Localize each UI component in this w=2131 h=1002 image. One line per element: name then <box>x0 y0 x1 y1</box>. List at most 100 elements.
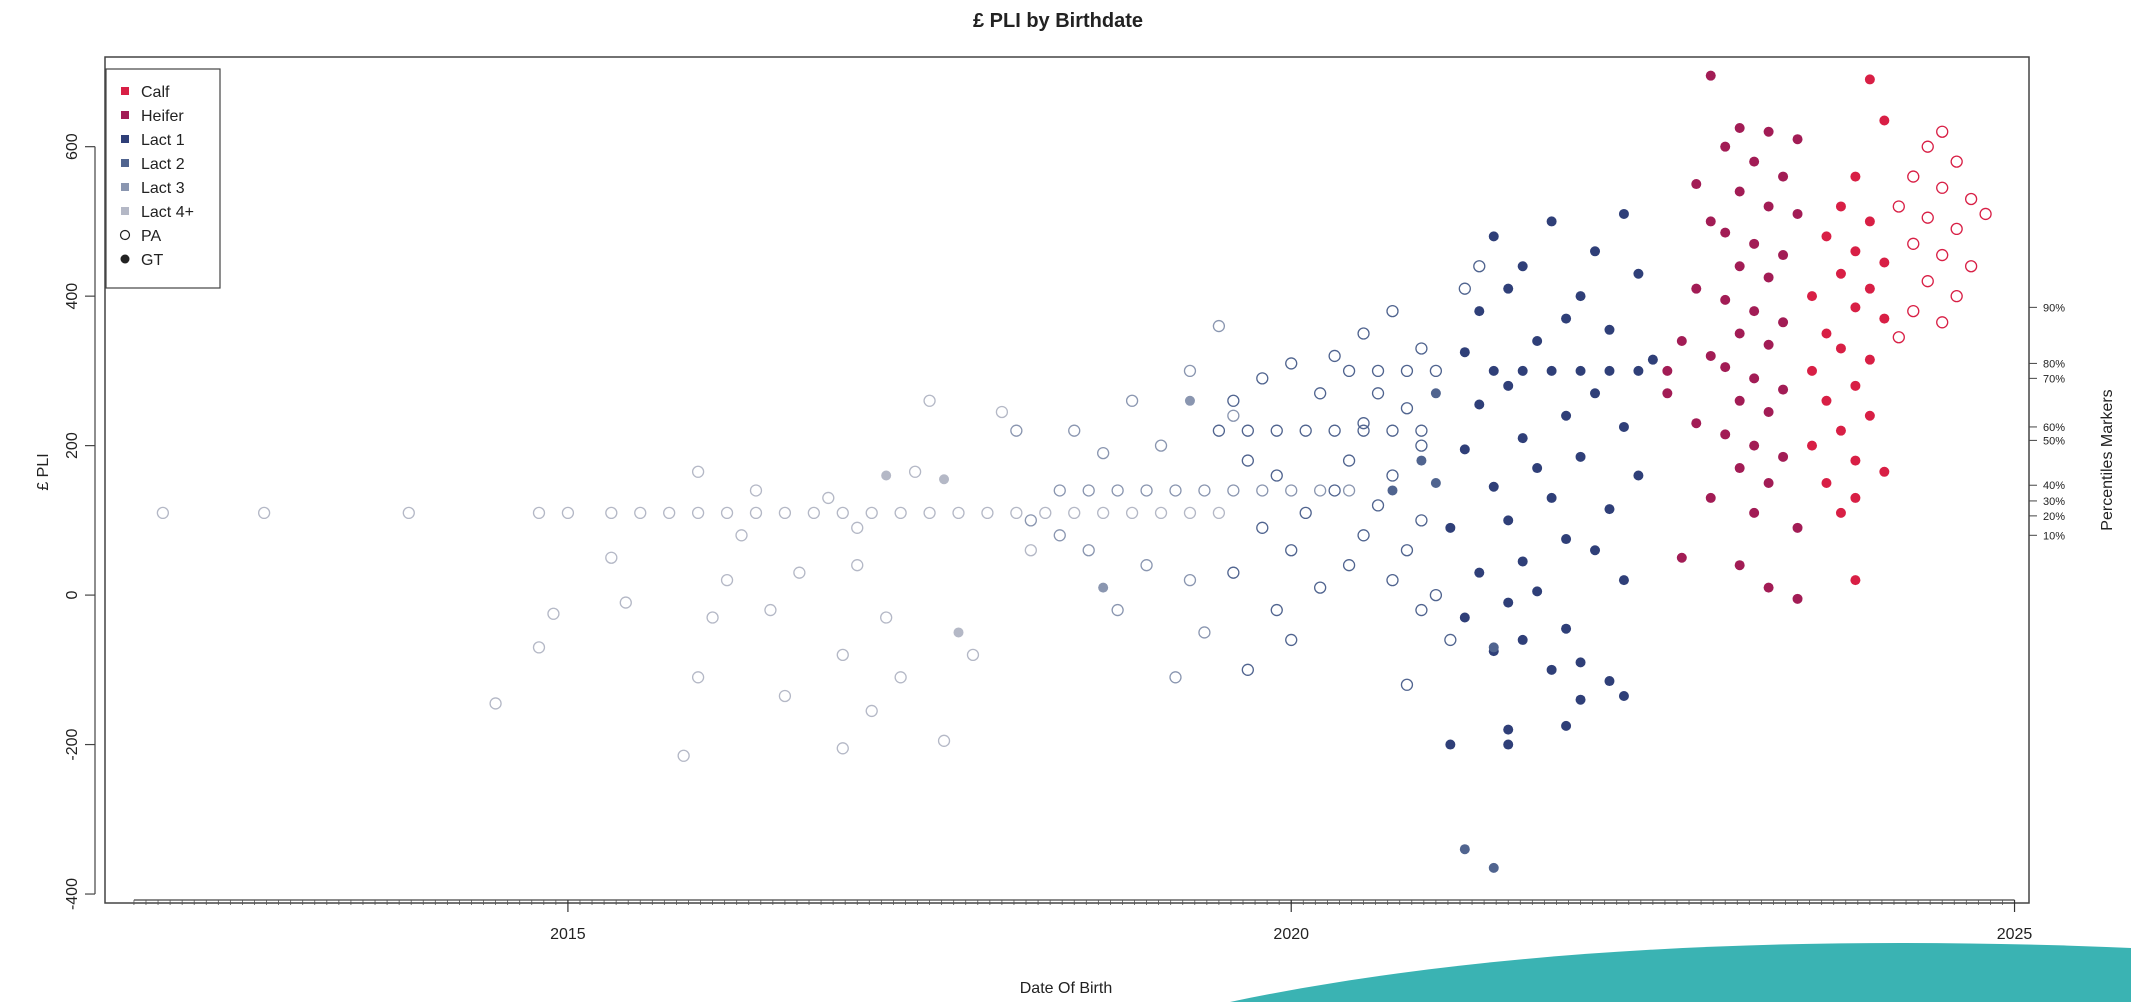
data-point <box>1734 560 1745 571</box>
data-point <box>1444 633 1457 647</box>
legend-label: Lact 2 <box>141 156 185 173</box>
data-point <box>1850 171 1861 182</box>
data-point <box>1749 306 1760 317</box>
percentile-axis: 10% 20% 30% 40% 50%60% 70% 80% 90% <box>2029 302 2065 542</box>
data-point <box>881 470 892 481</box>
data-point <box>1546 216 1557 227</box>
data-point <box>1835 201 1846 212</box>
data-point <box>1778 384 1789 395</box>
data-point <box>1575 657 1586 668</box>
data-point <box>1907 237 1920 250</box>
data-point <box>1618 421 1629 432</box>
data-point <box>1561 623 1572 634</box>
data-point <box>1314 387 1327 400</box>
data-point <box>1459 347 1470 358</box>
data-point <box>1618 690 1629 701</box>
data-point <box>1979 207 1992 221</box>
data-point <box>1503 739 1514 750</box>
data-point <box>1445 522 1456 533</box>
data-point <box>1270 424 1283 437</box>
data-point <box>1835 343 1846 354</box>
data-points <box>156 70 1992 873</box>
data-point <box>1879 313 1890 324</box>
legend-label: Calf <box>141 84 170 101</box>
data-point <box>1285 357 1298 370</box>
data-point <box>156 506 170 520</box>
data-point <box>807 506 820 520</box>
data-point <box>532 506 546 520</box>
x-axis: 2015 2020 2025 <box>133 899 2032 943</box>
data-point <box>1429 588 1443 602</box>
x-axis-label: Date Of Birth <box>1020 980 1112 997</box>
data-point <box>1097 446 1110 460</box>
percentile-label: 30% <box>2043 496 2065 508</box>
data-point <box>1400 544 1414 557</box>
data-point <box>1039 506 1052 520</box>
data-point <box>1561 534 1572 545</box>
data-point <box>1140 559 1153 572</box>
data-point <box>1950 290 1963 303</box>
data-point <box>1734 328 1745 339</box>
data-point <box>937 734 951 747</box>
legend-label: Lact 4+ <box>141 204 194 221</box>
data-point <box>1400 402 1414 415</box>
data-point <box>1183 573 1197 587</box>
data-point <box>1212 424 1226 437</box>
data-point <box>1720 429 1731 440</box>
data-point <box>1662 388 1673 399</box>
data-point <box>1792 593 1803 604</box>
data-point <box>952 506 965 520</box>
percentile-label: 20% <box>2043 511 2065 523</box>
data-point <box>1749 238 1760 249</box>
data-point <box>1256 372 1269 385</box>
data-point <box>1936 125 1949 138</box>
data-point <box>1734 261 1745 272</box>
data-point <box>1400 364 1414 378</box>
data-point <box>953 627 964 638</box>
data-point <box>822 491 835 505</box>
data-point <box>1763 201 1774 212</box>
data-point <box>1850 302 1861 313</box>
data-point <box>1575 291 1586 302</box>
data-point <box>1763 126 1774 137</box>
data-point <box>1835 268 1846 279</box>
data-point <box>619 596 632 609</box>
data-point <box>1864 354 1875 365</box>
data-point <box>1328 424 1341 437</box>
data-point <box>735 529 748 542</box>
data-point <box>1734 186 1745 197</box>
data-point <box>764 603 777 617</box>
percentile-label: 50% <box>2043 435 2065 447</box>
data-point <box>1154 439 1168 452</box>
data-point <box>836 506 849 520</box>
data-point <box>1198 626 1211 639</box>
data-point <box>1068 424 1081 437</box>
data-point <box>1386 424 1399 437</box>
data-point <box>1256 484 1269 497</box>
data-point <box>1098 582 1109 593</box>
data-point <box>691 671 705 684</box>
data-point <box>1488 642 1499 653</box>
data-point <box>1285 484 1298 497</box>
data-point <box>605 506 618 520</box>
data-point <box>402 506 415 520</box>
x-tick-label: 2020 <box>1273 926 1309 943</box>
data-point <box>1575 451 1586 462</box>
data-point <box>1024 514 1037 527</box>
data-point <box>1386 469 1399 482</box>
data-point <box>1503 380 1514 391</box>
percentile-label: 40% <box>2043 480 2065 492</box>
data-point <box>1720 141 1731 152</box>
data-point <box>1633 470 1644 481</box>
data-point <box>1546 365 1557 376</box>
data-point <box>1328 484 1341 497</box>
data-point <box>1633 268 1644 279</box>
data-point <box>1474 306 1485 317</box>
data-point <box>1169 484 1182 497</box>
data-point <box>1415 424 1428 437</box>
data-point <box>1850 575 1861 586</box>
data-point <box>1662 365 1673 376</box>
data-point <box>1415 514 1428 527</box>
percentile-label: 90% <box>2043 302 2065 314</box>
data-point <box>1618 575 1629 586</box>
